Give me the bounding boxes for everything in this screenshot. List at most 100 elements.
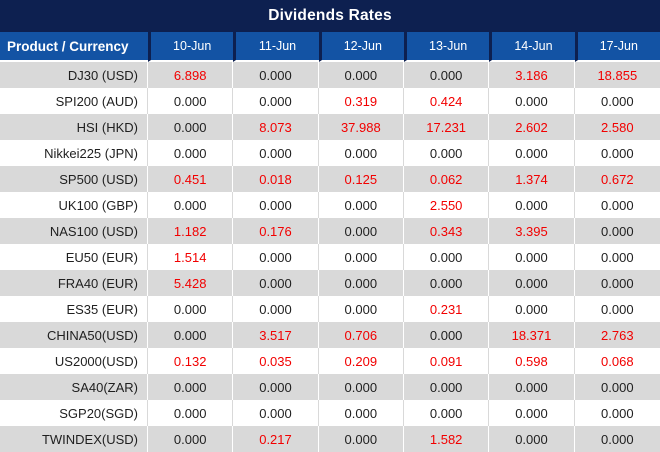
table-row: SP500 (USD) 0.451 0.018 0.125 0.062 1.374 0.67… (0, 166, 660, 192)
header-row: Product / Currency 10-Jun 11-Jun 12-Jun … (0, 32, 660, 62)
value-cell: 0.000 (233, 140, 319, 166)
value-cell: 0.672 (574, 166, 660, 192)
value-cell: 0.000 (318, 426, 404, 452)
value-cell: 0.000 (489, 374, 575, 400)
value-cell: 3.517 (233, 322, 319, 348)
value-cell: 0.000 (318, 218, 404, 244)
table-row: ES35 (EUR) 0.000 0.000 0.000 0.231 0.000 0.000 (0, 296, 660, 322)
value-cell: 0.000 (318, 62, 404, 88)
value-cell: 0.000 (148, 88, 234, 114)
column-header-date-5: 14-Jun (489, 32, 575, 62)
value-cell: 0.000 (574, 192, 660, 218)
table-row: UK100 (GBP) 0.000 0.000 0.000 2.550 0.000 0.00… (0, 192, 660, 218)
value-cell: 3.395 (489, 218, 575, 244)
value-cell: 0.176 (233, 218, 319, 244)
value-cell: 0.451 (148, 166, 234, 192)
value-cell: 0.091 (403, 348, 490, 374)
value-cell: 37.988 (318, 114, 404, 140)
value-cell: 2.602 (489, 114, 575, 140)
value-cell: 0.000 (148, 322, 234, 348)
value-cell: 0.125 (318, 166, 404, 192)
value-cell: 1.514 (148, 244, 234, 270)
product-cell: FRA40 (EUR) (0, 270, 148, 296)
value-cell: 0.000 (574, 296, 660, 322)
value-cell: 0.000 (233, 192, 319, 218)
value-cell: 6.898 (148, 62, 234, 88)
value-cell: 0.000 (233, 62, 319, 88)
table-row: SPI200 (AUD) 0.000 0.000 0.319 0.424 0.000 0.0… (0, 88, 660, 114)
value-cell: 0.035 (233, 348, 319, 374)
value-cell: 0.000 (489, 88, 575, 114)
value-cell: 18.371 (489, 322, 575, 348)
value-cell: 0.132 (148, 348, 234, 374)
value-cell: 0.062 (403, 166, 490, 192)
table-row: NAS100 (USD) 1.182 0.176 0.000 0.343 3.395 0.0… (0, 218, 660, 244)
value-cell: 0.000 (403, 140, 490, 166)
column-header-date-2: 11-Jun (233, 32, 319, 62)
value-cell: 0.000 (489, 270, 575, 296)
value-cell: 0.000 (233, 270, 319, 296)
product-cell: US2000(USD) (0, 348, 148, 374)
product-cell: DJ30 (USD) (0, 62, 148, 88)
value-cell: 0.000 (574, 400, 660, 426)
value-cell: 3.186 (489, 62, 575, 88)
product-cell: Nikkei225 (JPN) (0, 140, 148, 166)
value-cell: 0.000 (574, 244, 660, 270)
product-cell: SA40(ZAR) (0, 374, 148, 400)
column-header-date-3: 12-Jun (318, 32, 404, 62)
value-cell: 0.000 (574, 88, 660, 114)
value-cell: 0.000 (233, 88, 319, 114)
value-cell: 0.000 (574, 374, 660, 400)
value-cell: 0.231 (403, 296, 490, 322)
value-cell: 17.231 (403, 114, 490, 140)
value-cell: 0.598 (489, 348, 575, 374)
value-cell: 0.343 (403, 218, 490, 244)
value-cell: 0.000 (148, 140, 234, 166)
value-cell: 0.000 (318, 374, 404, 400)
table-row: HSI (HKD) 0.000 8.073 37.988 17.231 2.602 2.58… (0, 114, 660, 140)
column-header-date-6: 17-Jun (574, 32, 660, 62)
value-cell: 0.000 (233, 400, 319, 426)
value-cell: 0.000 (233, 374, 319, 400)
value-cell: 0.000 (574, 140, 660, 166)
value-cell: 0.000 (403, 62, 490, 88)
table-row: EU50 (EUR) 1.514 0.000 0.000 0.000 0.000 0.000 (0, 244, 660, 270)
value-cell: 0.000 (403, 270, 490, 296)
value-cell: 0.018 (233, 166, 319, 192)
table-row: CHINA50(USD) 0.000 3.517 0.706 0.000 18.371 2.… (0, 322, 660, 348)
product-cell: CHINA50(USD) (0, 322, 148, 348)
dividends-table: Product / Currency 10-Jun 11-Jun 12-Jun … (0, 32, 660, 452)
table-row: US2000(USD) 0.132 0.035 0.209 0.091 0.598 0.06… (0, 348, 660, 374)
product-cell: UK100 (GBP) (0, 192, 148, 218)
table-row: TWINDEX(USD) 0.000 0.217 0.000 1.582 0.000 0.0… (0, 426, 660, 452)
value-cell: 0.000 (318, 192, 404, 218)
value-cell: 0.319 (318, 88, 404, 114)
table-header: Product / Currency 10-Jun 11-Jun 12-Jun … (0, 32, 660, 62)
value-cell: 2.550 (403, 192, 490, 218)
value-cell: 0.000 (403, 374, 490, 400)
value-cell: 8.073 (233, 114, 319, 140)
product-cell: ES35 (EUR) (0, 296, 148, 322)
value-cell: 0.209 (318, 348, 404, 374)
value-cell: 0.000 (574, 426, 660, 452)
value-cell: 0.000 (233, 296, 319, 322)
value-cell: 0.000 (148, 400, 234, 426)
value-cell: 5.428 (148, 270, 234, 296)
table-row: SA40(ZAR) 0.000 0.000 0.000 0.000 0.000 0.000 (0, 374, 660, 400)
value-cell: 0.000 (489, 426, 575, 452)
value-cell: 0.000 (403, 322, 490, 348)
value-cell: 0.000 (318, 270, 404, 296)
product-cell: TWINDEX(USD) (0, 426, 148, 452)
value-cell: 1.582 (403, 426, 490, 452)
product-cell: NAS100 (USD) (0, 218, 148, 244)
table-row: DJ30 (USD) 6.898 0.000 0.000 0.000 3.186 18.85… (0, 62, 660, 88)
value-cell: 0.217 (233, 426, 319, 452)
column-header-product-currency: Product / Currency (0, 32, 148, 62)
table-body: DJ30 (USD) 6.898 0.000 0.000 0.000 3.186 18.85… (0, 62, 660, 452)
value-cell: 0.000 (574, 218, 660, 244)
product-cell: HSI (HKD) (0, 114, 148, 140)
value-cell: 2.763 (574, 322, 660, 348)
table-row: FRA40 (EUR) 5.428 0.000 0.000 0.000 0.000 0.00… (0, 270, 660, 296)
value-cell: 0.000 (148, 114, 234, 140)
